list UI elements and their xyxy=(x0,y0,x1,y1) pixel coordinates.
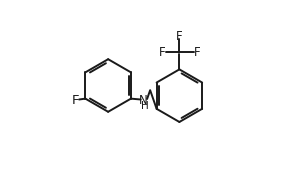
Text: F: F xyxy=(159,46,166,59)
Text: F: F xyxy=(176,30,183,43)
Text: F: F xyxy=(71,94,79,107)
Text: N: N xyxy=(139,94,148,107)
Text: H: H xyxy=(141,101,148,111)
Text: F: F xyxy=(194,46,200,59)
